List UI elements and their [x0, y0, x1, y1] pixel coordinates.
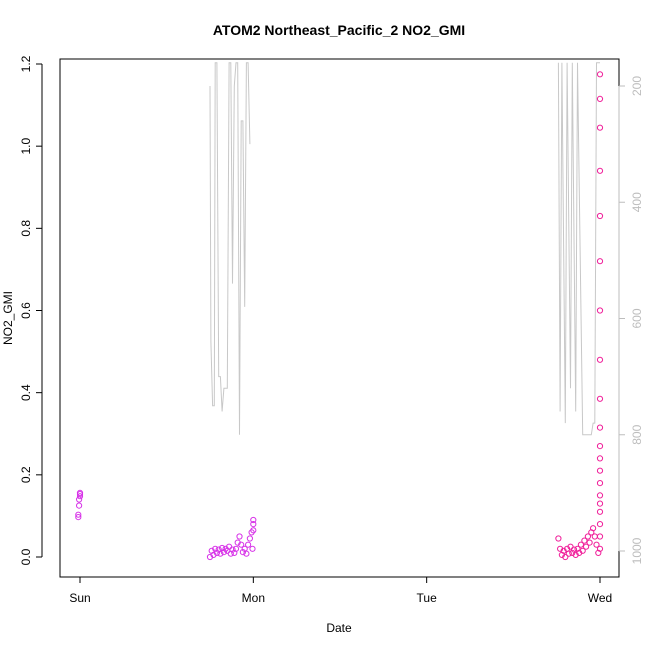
y-axis-label: NO2_GMI	[1, 291, 15, 345]
data-point	[569, 549, 576, 557]
y-tick-label: 0.2	[19, 466, 33, 483]
data-point	[220, 549, 227, 556]
data-point	[596, 455, 604, 462]
y-tick-label: 0.8	[19, 220, 33, 237]
pressure-line	[209, 62, 251, 435]
data-point	[596, 508, 604, 515]
right-tick-label: 400	[630, 192, 644, 212]
data-point	[243, 550, 250, 557]
x-axis-label: Date	[326, 621, 352, 635]
axes-layer: 0.0 0.2 0.4 0.6 0.8 1.0 1.2 Sun Mon Tue Wed 200 400 6…	[19, 55, 644, 605]
x-tick-label: Sun	[69, 591, 90, 605]
y-tick-label: 0.6	[19, 302, 33, 319]
x-tick-label: Wed	[588, 591, 612, 605]
data-point	[565, 550, 572, 557]
data-point	[210, 551, 217, 559]
chart-title: ATOM2 Northeast_Pacific_2 NO2_GMI	[213, 22, 465, 38]
points-layer	[75, 71, 604, 561]
data-point	[570, 546, 578, 553]
line-layer	[209, 62, 600, 436]
data-point	[249, 545, 256, 552]
plot-frame	[59, 58, 620, 578]
y-tick-label: 0.4	[19, 384, 33, 401]
right-tick-label: 800	[630, 424, 644, 444]
data-point	[586, 539, 593, 546]
right-tick-label: 200	[630, 76, 644, 96]
data-point	[245, 541, 252, 548]
y-tick-label: 1.0	[19, 138, 33, 155]
data-point	[75, 511, 82, 518]
data-point	[596, 212, 604, 220]
data-point	[76, 493, 84, 500]
data-point	[596, 167, 604, 174]
data-point	[246, 535, 253, 542]
data-point	[577, 541, 585, 548]
data-point	[236, 533, 243, 540]
data-point	[250, 516, 257, 524]
data-point	[217, 550, 224, 557]
data-point	[239, 549, 246, 556]
data-point	[596, 533, 604, 540]
data-point	[591, 533, 598, 540]
data-point	[596, 545, 604, 552]
data-point	[596, 521, 604, 528]
data-point	[596, 492, 604, 499]
data-point	[76, 489, 84, 496]
data-point	[229, 546, 236, 553]
data-point	[596, 95, 604, 103]
data-point	[593, 541, 600, 548]
data-point	[555, 535, 562, 542]
data-point	[596, 356, 604, 363]
data-point	[581, 537, 588, 544]
data-point	[579, 547, 586, 554]
data-point	[596, 443, 604, 450]
data-point	[596, 424, 604, 431]
data-point	[238, 541, 245, 548]
data-point	[76, 502, 83, 509]
data-point	[232, 545, 240, 552]
data-point	[596, 467, 604, 474]
pressure-line	[557, 62, 600, 436]
y-tick-label: 0.0	[19, 548, 33, 565]
data-point	[596, 500, 604, 507]
data-point	[590, 525, 597, 532]
data-point	[584, 533, 592, 540]
right-tick-label: 600	[630, 308, 644, 328]
data-point	[596, 480, 604, 487]
data-point	[596, 307, 604, 314]
data-point	[583, 543, 590, 550]
data-point	[562, 553, 569, 561]
data-point	[596, 395, 604, 402]
data-point	[596, 258, 604, 265]
data-point	[213, 549, 220, 557]
data-point	[75, 514, 82, 521]
data-point	[596, 124, 604, 131]
data-point	[596, 71, 604, 78]
right-tick-label: 1000	[630, 537, 644, 564]
data-point	[250, 527, 257, 534]
x-tick-label: Tue	[417, 591, 438, 605]
data-point	[250, 521, 257, 528]
x-tick-label: Mon	[242, 591, 265, 605]
y-tick-label: 1.2	[19, 55, 33, 72]
